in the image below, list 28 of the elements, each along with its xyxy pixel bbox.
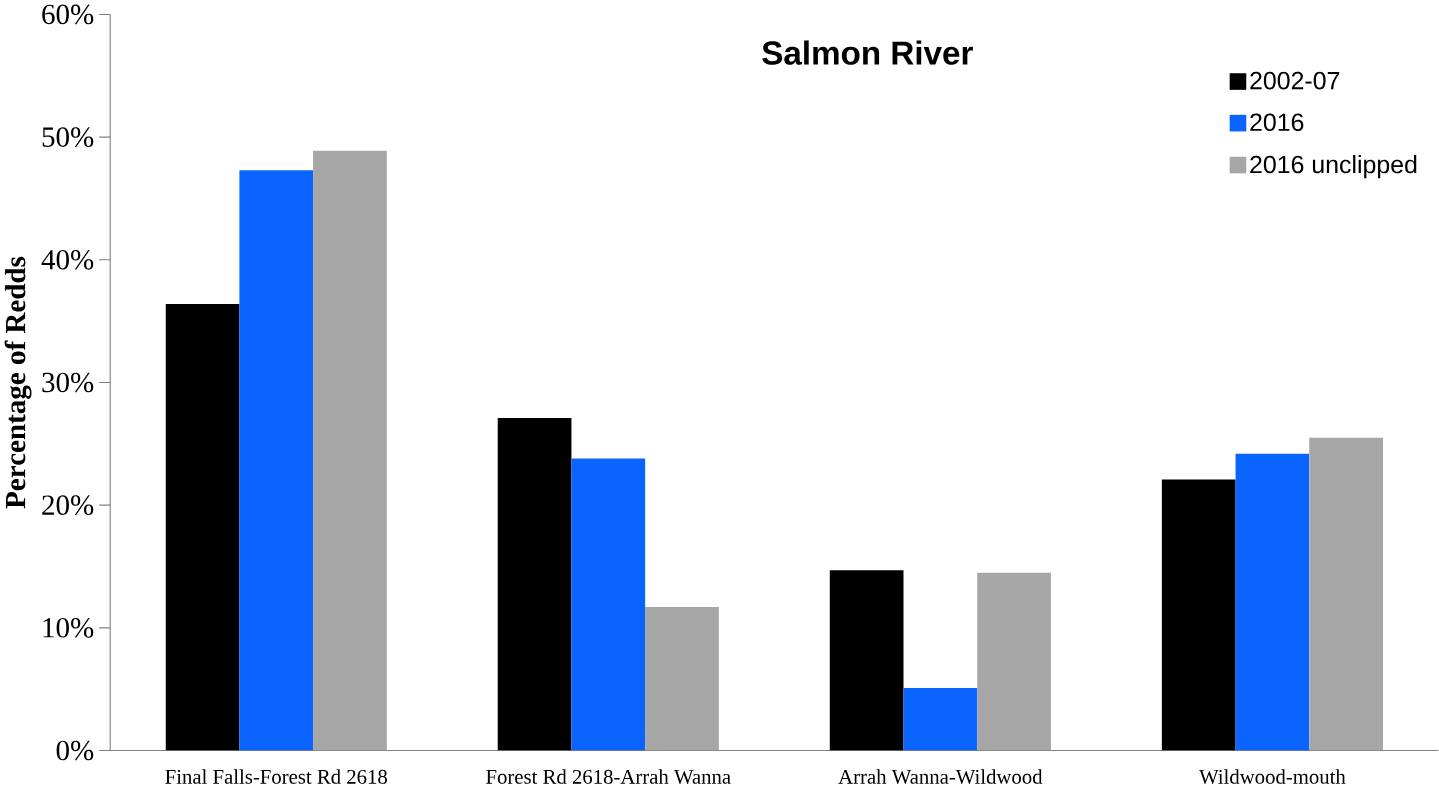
bar xyxy=(1235,453,1310,751)
x-tick-label: Wildwood-mouth xyxy=(1199,769,1346,785)
y-tick-label: 10% xyxy=(43,618,94,638)
text: Salmon River xyxy=(762,40,973,66)
y-tick-label: 20% xyxy=(42,495,94,516)
bar xyxy=(497,418,572,751)
legend-label: 2002-07 xyxy=(1250,72,1340,90)
bar xyxy=(571,458,646,751)
y-tick-label: 40% xyxy=(41,250,94,270)
y-tick-label: 30% xyxy=(42,372,94,393)
bar xyxy=(313,150,387,751)
bar xyxy=(645,607,719,751)
y-tick-label: 0% xyxy=(56,740,94,761)
x-tick-label: Forest Rd 2618-Arrah Wanna xyxy=(486,769,731,785)
bar xyxy=(1309,437,1383,751)
x-tick-label: Final Falls-Forest Rd 2618 xyxy=(165,769,387,785)
bar xyxy=(829,570,904,751)
y-axis-title: Percentage of Redds xyxy=(4,257,32,509)
x-tick-label: Arrah Wanna-Wildwood xyxy=(838,769,1043,785)
bar xyxy=(1161,479,1236,751)
bar xyxy=(977,572,1051,751)
y-tick-label: 60% xyxy=(42,4,94,25)
bar xyxy=(239,170,314,751)
y-tick-label: 50% xyxy=(42,127,94,148)
bar xyxy=(903,688,978,751)
bar xyxy=(165,304,240,751)
legend-label: 2016 unclipped xyxy=(1250,155,1417,179)
legend-label: 2016 xyxy=(1250,113,1304,132)
